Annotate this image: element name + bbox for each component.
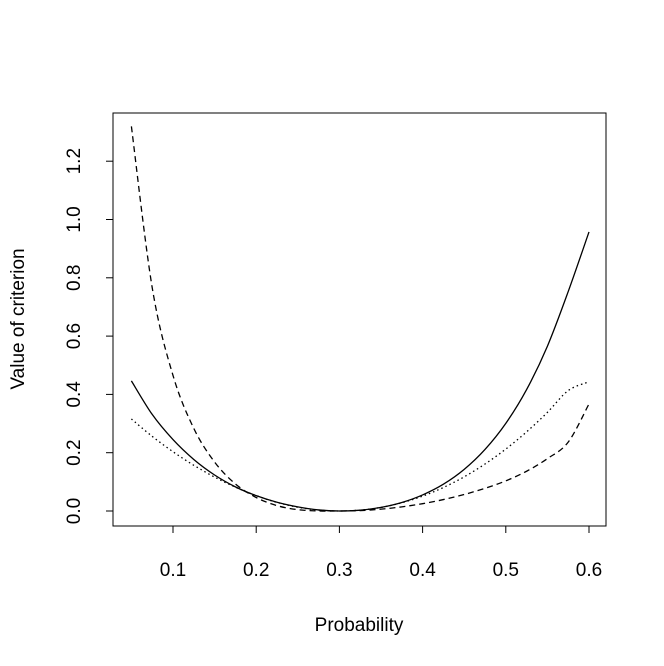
y-tick-label: 0.4: [64, 381, 85, 408]
x-tick-label: 0.4: [409, 560, 436, 581]
y-axis: 0.0 0.2 0.4 0.6 0.8 1.0 1.2: [64, 148, 114, 524]
x-tick-label: 0.3: [326, 560, 352, 581]
series-layer: [130, 126, 590, 512]
y-tick-label: 0.6: [64, 323, 85, 349]
y-tick-label: 1.2: [64, 148, 85, 174]
x-tick-label: 0.1: [160, 560, 186, 581]
y-axis-title: Value of criterion: [8, 248, 29, 389]
x-tick-label: 0.2: [243, 560, 269, 581]
y-tick-label: 0.0: [64, 498, 85, 524]
plot-area-frame: [112, 112, 607, 527]
y-tick-label: 0.2: [64, 439, 85, 465]
series-line-dotted: [130, 381, 590, 512]
x-axis: 0.1 0.2 0.3 0.4 0.5 0.6: [160, 525, 602, 581]
y-tick-label: 0.8: [64, 265, 85, 291]
series-line-dashed: [130, 126, 590, 512]
x-tick-label: 0.5: [493, 560, 519, 581]
x-axis-title: Probability: [315, 615, 404, 636]
y-tick-label: 1.0: [64, 206, 85, 232]
series-line-solid: [130, 231, 590, 512]
x-tick-label: 0.6: [576, 560, 602, 581]
